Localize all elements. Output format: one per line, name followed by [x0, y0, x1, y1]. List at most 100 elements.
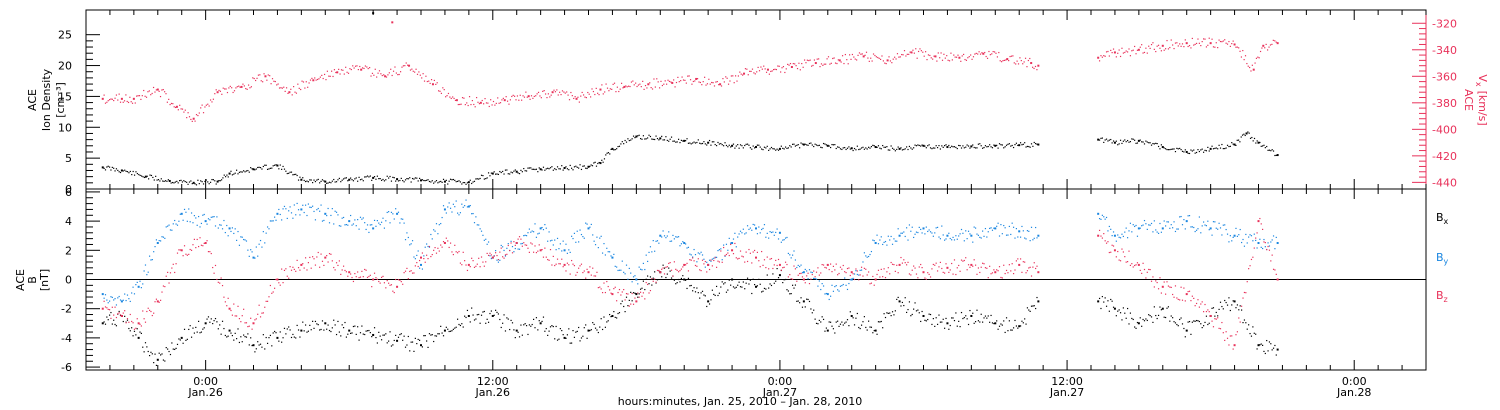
- vx-point-fill: [302, 81, 305, 83]
- density-point-fill: [184, 180, 186, 183]
- bx-point-fill: [143, 351, 145, 353]
- bx-point-fill: [724, 282, 726, 284]
- bx-point-fill: [917, 309, 919, 311]
- density-point-fill: [661, 135, 663, 137]
- bz-point-fill: [1004, 272, 1006, 275]
- bz-point-fill: [486, 252, 488, 255]
- density-point-fill: [1111, 142, 1113, 144]
- bz-point-fill: [1203, 311, 1205, 313]
- vx-point-fill: [685, 82, 687, 84]
- bz-point: [1185, 293, 1188, 296]
- density-point-fill: [395, 180, 397, 182]
- vx-point-fill: [260, 80, 262, 82]
- by-point-fill: [677, 236, 680, 238]
- bx-point-fill: [357, 326, 359, 328]
- bz-point-fill: [217, 281, 219, 283]
- bx-point-fill: [1129, 312, 1132, 314]
- vx-point-fill: [836, 62, 838, 65]
- bx-point-fill: [321, 320, 324, 322]
- by-point-fill: [417, 250, 419, 252]
- by-point-fill: [837, 289, 839, 291]
- density-point-fill: [268, 168, 270, 170]
- by-point-fill: [604, 254, 606, 256]
- by-point-fill: [1170, 224, 1172, 226]
- bx-point-fill: [386, 342, 388, 344]
- by-point-fill: [745, 232, 747, 234]
- by-point: [731, 242, 734, 245]
- density-point-fill: [1105, 138, 1108, 140]
- vx-point: [264, 75, 267, 78]
- bz-point-fill: [815, 271, 818, 273]
- by-point-fill: [1252, 240, 1254, 242]
- by-point-fill: [379, 223, 381, 226]
- by-point-fill: [689, 253, 691, 255]
- by-point-fill: [213, 215, 215, 218]
- by-point-fill: [124, 293, 126, 295]
- by-point-fill: [853, 273, 856, 275]
- density-point-fill: [932, 147, 934, 149]
- bx-point-fill: [1266, 339, 1268, 342]
- bx-point-fill: [296, 324, 298, 327]
- vx-point-fill: [421, 77, 423, 79]
- by-point-fill: [146, 274, 148, 276]
- bx-point-fill: [455, 326, 457, 328]
- density-point-fill: [545, 168, 547, 170]
- bx-point-fill: [533, 318, 535, 320]
- vx-point-fill: [233, 90, 236, 92]
- density-point-fill: [410, 181, 412, 183]
- bx-point-fill: [914, 302, 916, 304]
- by-point-fill: [513, 251, 515, 253]
- density-point-fill: [476, 178, 478, 180]
- bx-point: [922, 314, 925, 317]
- bx-point-fill: [328, 329, 331, 332]
- bx-point-fill: [668, 267, 670, 269]
- by-point-fill: [672, 234, 674, 237]
- by-point-fill: [416, 254, 418, 257]
- bx-point-fill: [1239, 305, 1241, 307]
- density-point-fill: [122, 170, 124, 172]
- by-point-fill: [897, 228, 899, 230]
- bz-point-fill: [352, 280, 355, 283]
- vx-point-fill: [539, 95, 541, 97]
- vx-point-fill: [211, 101, 213, 103]
- bx-point-fill: [811, 312, 813, 314]
- density-point-fill: [362, 180, 364, 182]
- bz-point-fill: [884, 277, 887, 279]
- by-point-fill: [852, 277, 854, 279]
- bx-point-fill: [326, 328, 328, 330]
- by-point-fill: [811, 271, 813, 274]
- density-point-fill: [616, 148, 618, 150]
- vx-point: [1006, 58, 1009, 61]
- vx-point-fill: [1015, 63, 1017, 65]
- bx-point-fill: [901, 301, 903, 304]
- vx-point-fill: [1013, 62, 1015, 64]
- by-point-fill: [1112, 231, 1115, 233]
- vx-point-fill: [812, 64, 814, 67]
- density-point-fill: [748, 144, 750, 146]
- bx-point-fill: [855, 317, 857, 319]
- vx-point-fill: [350, 68, 352, 71]
- bx-point-fill: [1191, 321, 1193, 323]
- density-point-fill: [1160, 144, 1162, 146]
- by-point-fill: [454, 206, 456, 208]
- density-point-fill: [759, 146, 761, 148]
- by-point-fill: [341, 217, 343, 219]
- bz-point-fill: [154, 301, 156, 303]
- density-point-fill: [623, 143, 625, 145]
- vx-point-fill: [161, 89, 163, 91]
- bz-point-fill: [340, 273, 342, 276]
- by-point-fill: [891, 243, 894, 245]
- by-point-fill: [465, 199, 467, 201]
- density-point-fill: [136, 172, 138, 175]
- vx-point-fill: [1122, 52, 1124, 54]
- density-point-fill: [662, 139, 664, 141]
- bz-point-fill: [449, 242, 452, 244]
- bottom-panel-points: [101, 199, 1279, 366]
- time-axis: 0:00Jan.2612:00Jan.260:00Jan.2712:00Jan.…: [85, 10, 1427, 399]
- bx-point-fill: [797, 300, 799, 302]
- bx-point-fill: [630, 291, 632, 293]
- bx-point-fill: [489, 312, 491, 315]
- by-point-fill: [763, 224, 766, 226]
- by-point-fill: [390, 211, 393, 213]
- by-point-fill: [848, 282, 850, 285]
